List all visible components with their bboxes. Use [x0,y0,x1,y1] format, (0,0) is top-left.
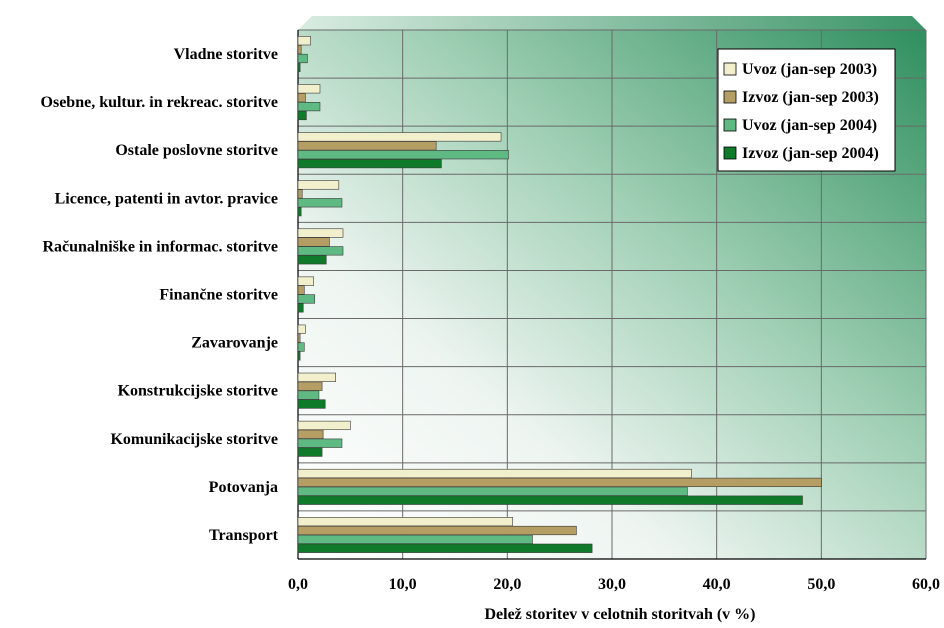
bar [297,429,324,439]
bar [297,285,305,295]
x-axis-title: Delež storitev v celotnih storitvah (v %… [484,606,755,623]
bar [297,324,306,334]
bar [297,158,442,169]
category-label: Konstrukcijske storitve [118,383,278,400]
bar [297,246,344,256]
bar [297,390,320,400]
bar [297,420,351,431]
bar [297,180,340,190]
legend-swatch [723,62,737,76]
bar [297,333,301,343]
category-label: Licence, patenti in avtor. pravice [55,190,278,207]
bar [297,255,327,265]
x-tick-label: 30,0 [598,576,626,593]
bar [297,477,822,488]
legend: Uvoz (jan-sep 2003) Izvoz (jan-sep 2003) U… [717,48,896,172]
bar [297,84,321,94]
bar [297,517,513,527]
category-label: Finančne storitve [159,287,278,304]
category-labels: Vladne storitve Osebne, kultur. in rekrea… [41,46,279,544]
category-label: Računalniške in informac. storitve [42,238,278,255]
bar [297,228,344,238]
category-label: Transport [209,527,279,544]
bar [297,44,302,55]
category-label: Ostale poslovne storitve [115,142,278,159]
plot-top-face [298,16,926,30]
bar [297,141,437,151]
bar [297,486,688,496]
legend-label: Izvoz (jan-sep 2003) [742,89,879,106]
bar [297,53,308,64]
bar [297,62,301,72]
legend-box [717,48,896,172]
bar [297,294,316,304]
x-tick-label: 40,0 [703,576,731,593]
legend-swatch [723,90,737,104]
x-tick-label: 10,0 [389,576,417,593]
bar [297,110,307,121]
bar [297,372,336,382]
legend-label: Uvoz (jan-sep 2003) [742,61,877,78]
legend-label: Izvoz (jan-sep 2004) [742,145,879,162]
x-tick-labels: 0,0 10,0 20,0 30,0 40,0 50,0 60,0 [288,576,940,593]
bar [297,468,692,479]
bar [297,303,304,313]
bar [297,351,301,361]
bar [297,381,323,391]
category-label: Zavarovanje [191,335,278,352]
bar [297,101,321,112]
bar [297,132,502,142]
bar [297,189,303,199]
bar [297,438,343,448]
x-tick-label: 50,0 [807,576,835,593]
legend-swatch [723,146,737,160]
bar [297,495,803,505]
category-label: Komunikacijske storitve [110,431,278,448]
bar [297,276,314,286]
bar [297,36,311,46]
bar [297,237,330,247]
bar [297,207,302,217]
bar [297,342,305,352]
bar [297,447,323,457]
x-tick-label: 20,0 [493,576,521,593]
x-tick-label: 60,0 [912,576,940,593]
category-label: Vladne storitve [174,46,278,63]
legend-label: Uvoz (jan-sep 2004) [742,117,877,134]
bar [297,543,593,553]
bar [297,534,533,545]
bar [297,198,343,208]
bars [297,36,822,553]
category-label: Osebne, kultur. in rekreac. storitve [41,94,278,111]
x-tick-label: 0,0 [288,576,308,593]
legend-swatch [723,118,737,132]
bar [297,93,306,103]
bar [297,150,509,160]
bar [297,399,326,409]
category-label: Potovanja [209,479,278,496]
bar [297,525,577,536]
